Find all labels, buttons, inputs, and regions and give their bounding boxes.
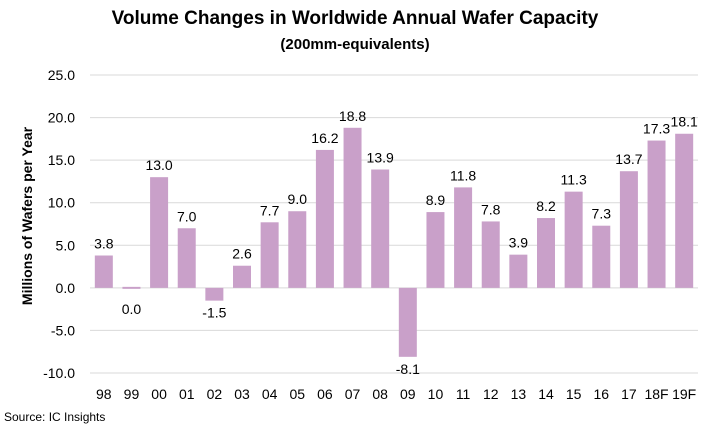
data-label-00: 13.0 [145,157,172,173]
x-tick-label: 11 [456,386,471,402]
x-tick-label: 04 [262,386,278,402]
y-tick-label: 20.0 [48,110,75,126]
bar-07 [343,127,362,288]
x-tick-label: 19F [672,386,696,402]
x-tick-label: 07 [345,386,361,402]
x-tick-label: 17 [621,386,637,402]
y-tick-label: 15.0 [48,152,75,168]
bar-05 [288,211,307,288]
y-tick-label: -10.0 [43,365,75,381]
bar-10 [426,212,445,288]
chart-subtitle: (200mm-equivalents) [280,36,430,53]
bar-14 [537,218,555,288]
y-tick-label: 25.0 [48,67,75,83]
bar-06 [315,149,334,288]
x-tick-label: 01 [179,386,195,402]
bar-15 [564,191,583,288]
bar-00 [150,177,169,288]
data-label-16: 7.3 [592,206,612,222]
bar-03 [233,265,251,288]
bar-16 [592,225,611,288]
x-tick-label: 12 [483,386,499,402]
data-label-11: 11.8 [450,167,476,183]
data-label-19F: 18.1 [671,114,698,130]
x-tick-label: 18F [644,386,668,402]
y-axis-label: Millions of Wafers per Year [19,126,35,305]
source-note: Source: IC Insights [4,410,106,424]
data-label-07: 18.8 [339,108,366,124]
bar-18F [647,140,666,288]
x-tick-label: 09 [400,386,416,402]
data-label-06: 16.2 [311,130,338,146]
y-axis-ticks: 25.0 20.0 15.0 10.0 5.0 0.0 -5.0 -10.0 [43,67,75,381]
data-label-05: 9.0 [288,191,308,207]
data-label-12: 7.8 [481,201,501,217]
bar-98 [94,255,113,288]
data-label-98: 3.8 [94,236,114,252]
data-label-01: 7.0 [177,208,197,224]
bar-08 [371,169,390,288]
y-tick-label: -5.0 [51,322,75,338]
data-label-17: 13.7 [615,151,642,167]
data-label-13: 3.9 [509,235,529,251]
x-tick-label: 14 [538,386,554,402]
y-tick-label: 5.0 [56,237,76,253]
bar-11 [454,187,473,288]
x-tick-label: 03 [234,386,250,402]
x-tick-label: 08 [372,386,388,402]
data-label-08: 13.9 [367,150,394,166]
x-tick-label: 13 [511,386,527,402]
data-label-10: 8.9 [426,192,446,208]
bar-09 [398,287,417,357]
bar-17 [619,171,638,288]
bar-99 [122,286,141,289]
data-label-18F: 17.3 [643,121,670,137]
bar-04 [260,222,279,288]
x-tick-label: 00 [151,386,167,402]
data-label-02: -1.5 [202,305,226,321]
x-tick-label: 06 [317,386,333,402]
data-label-04: 7.7 [260,202,280,218]
bar-02 [205,287,224,301]
x-tick-label: 16 [593,386,609,402]
data-label-14: 8.2 [536,198,556,214]
x-tick-label: 98 [96,386,112,402]
x-tick-label: 99 [124,386,140,402]
bar-12 [481,221,500,288]
y-tick-label: 10.0 [48,195,75,211]
data-label-09: -8.1 [396,361,420,377]
bar-19F [675,133,694,288]
data-label-03: 2.6 [232,246,252,262]
bar-01 [177,228,196,288]
data-label-99: 0.0 [122,301,142,317]
bar-13 [509,254,528,288]
x-tick-label: 15 [566,386,582,402]
y-tick-label: 0.0 [56,280,76,296]
chart-title: Volume Changes in Worldwide Annual Wafer… [111,8,599,29]
bars [94,127,694,357]
x-tick-label: 02 [207,386,223,402]
x-tick-label: 10 [428,386,444,402]
data-label-15: 11.3 [561,172,587,188]
x-axis-ticks: 98 99 00 01 02 03 04 05 06 07 08 09 10 11 12 13 14 15 16 17… [96,386,696,402]
x-tick-label: 05 [289,386,305,402]
data-labels: 3.8 0.0 13.0 7.0 -1.5 2.6 7.7 9.0 16.218.8 13.9 -8… [94,108,698,377]
